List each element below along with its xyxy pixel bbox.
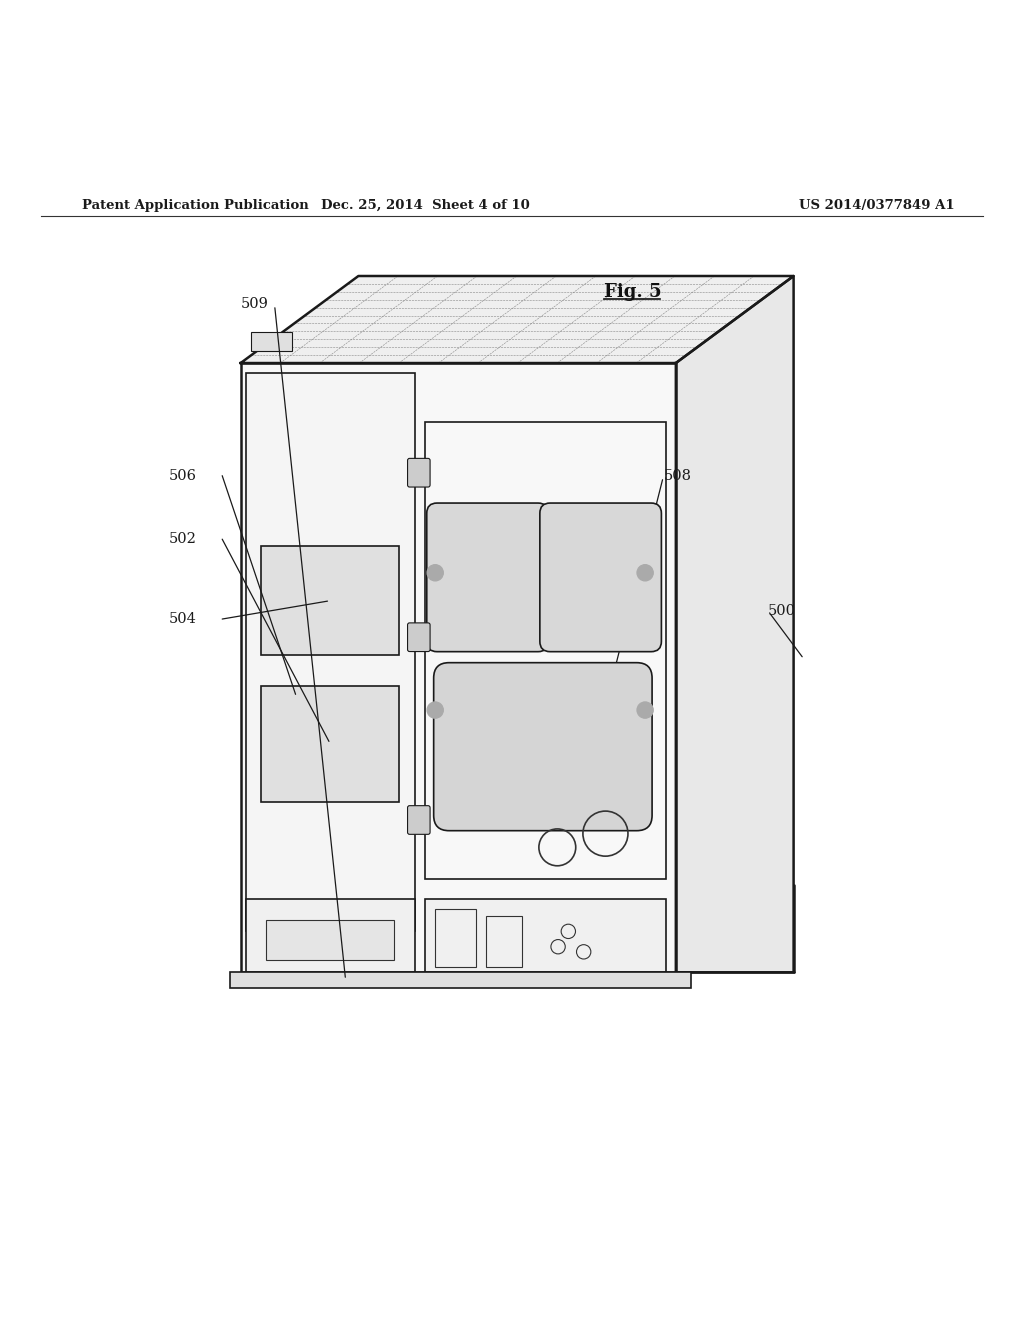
FancyBboxPatch shape (408, 805, 430, 834)
Bar (261, 686, 399, 801)
Text: Dec. 25, 2014  Sheet 4 of 10: Dec. 25, 2014 Sheet 4 of 10 (321, 199, 529, 211)
Text: Patent Application Publication: Patent Application Publication (82, 199, 308, 211)
Text: 508: 508 (664, 469, 691, 483)
Bar (230, 973, 691, 987)
Text: 502: 502 (169, 532, 197, 546)
Bar (246, 374, 415, 932)
Bar (251, 333, 292, 351)
Text: 500: 500 (768, 603, 796, 618)
FancyBboxPatch shape (540, 503, 662, 652)
Text: 509: 509 (241, 297, 268, 310)
Circle shape (637, 702, 653, 718)
Polygon shape (241, 276, 794, 363)
Circle shape (427, 702, 443, 718)
FancyBboxPatch shape (434, 663, 652, 830)
FancyBboxPatch shape (408, 458, 430, 487)
Text: US 2014/0377849 A1: US 2014/0377849 A1 (799, 199, 954, 211)
Bar (261, 546, 399, 656)
Text: 506: 506 (169, 469, 197, 483)
Bar (425, 899, 666, 973)
Text: 504: 504 (169, 612, 197, 626)
Bar (246, 899, 415, 973)
Text: Fig. 5: Fig. 5 (604, 284, 662, 301)
Polygon shape (676, 276, 794, 973)
Bar (435, 908, 476, 968)
FancyBboxPatch shape (408, 623, 430, 652)
Bar (266, 920, 394, 960)
Circle shape (427, 565, 443, 581)
Bar (425, 422, 666, 879)
Bar (241, 363, 676, 973)
Bar (486, 916, 522, 968)
Circle shape (637, 565, 653, 581)
FancyBboxPatch shape (427, 503, 548, 652)
